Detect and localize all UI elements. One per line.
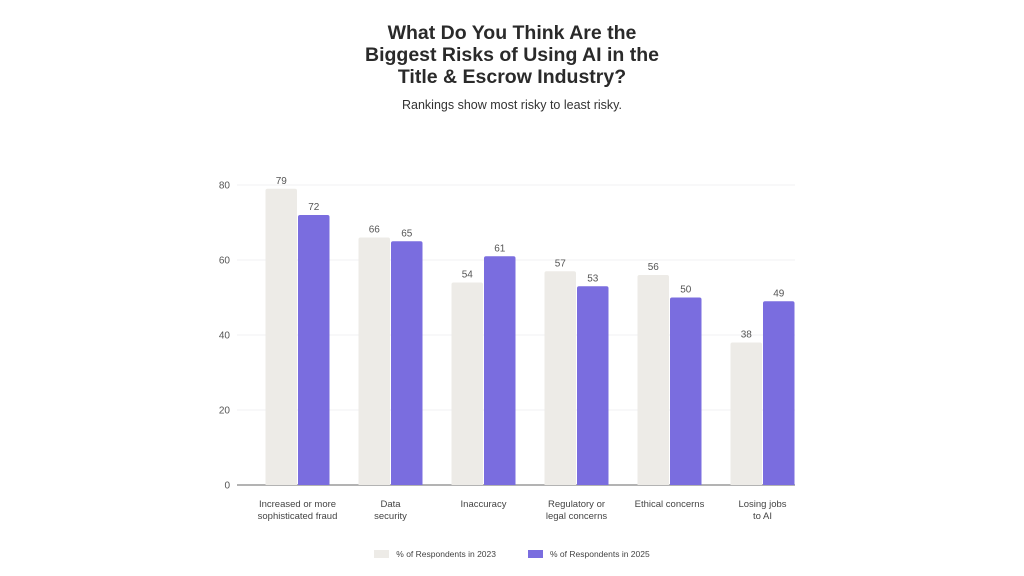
data-label: 49 — [773, 288, 785, 299]
x-tick-label: Increased or more — [259, 499, 336, 510]
data-label: 66 — [369, 225, 381, 236]
x-tick-label: security — [374, 511, 407, 522]
bar-2023 — [265, 188, 297, 485]
x-tick-label: to AI — [753, 511, 772, 522]
legend-label-2025: % of Respondents in 2025 — [550, 549, 650, 559]
value-labels: 79 72 66 65 54 61 57 53 56 50 38 49 — [276, 176, 785, 341]
data-label: 57 — [555, 258, 567, 269]
x-tick-label: Data — [380, 499, 401, 510]
bar-2025 — [298, 215, 330, 485]
bar-2023 — [637, 275, 669, 485]
data-label: 54 — [462, 270, 474, 281]
legend-item-2023[interactable]: % of Respondents in 2023 — [374, 549, 496, 559]
legend-swatch-2025 — [528, 550, 543, 558]
gridlines — [237, 184, 795, 486]
bar-2023 — [358, 237, 390, 485]
y-tick-label: 60 — [219, 256, 231, 267]
bar-2025 — [484, 256, 516, 485]
bar-2023 — [544, 271, 576, 485]
bar-2025 — [670, 297, 702, 485]
data-label: 79 — [276, 176, 288, 187]
y-tick-label: 20 — [219, 406, 231, 417]
data-label: 56 — [648, 262, 660, 273]
bars — [265, 188, 795, 485]
data-label: 38 — [741, 330, 753, 341]
legend-item-2025[interactable]: % of Respondents in 2025 — [528, 549, 650, 559]
bar-2023 — [451, 282, 483, 485]
x-tick-label: Losing jobs — [738, 499, 786, 510]
bar-2023 — [730, 342, 762, 485]
data-label: 50 — [680, 285, 692, 296]
data-label: 65 — [401, 228, 413, 239]
x-tick-label: Ethical concerns — [635, 499, 705, 510]
legend-label-2023: % of Respondents in 2023 — [396, 549, 496, 559]
data-label: 53 — [587, 273, 599, 284]
chart-title: What Do You Think Are the Biggest Risks … — [0, 22, 1024, 88]
x-tick-label: Inaccuracy — [461, 499, 507, 510]
bar-2025 — [391, 241, 423, 485]
legend: % of Respondents in 2023 % of Respondent… — [0, 549, 1024, 559]
y-tick-label: 0 — [224, 481, 230, 492]
data-label: 61 — [494, 243, 506, 254]
chart-title-line-3: Title & Escrow Industry? — [397, 66, 627, 88]
chart-title-line-1: What Do You Think Are the — [387, 22, 637, 44]
bar-2025 — [577, 286, 609, 485]
chart-title-line-2: Biggest Risks of Using AI in the — [365, 44, 659, 66]
chart-subtitle: Rankings show most risky to least risky. — [402, 98, 622, 112]
x-tick-label: Regulatory or — [548, 499, 605, 510]
bar-2025 — [763, 301, 795, 485]
y-tick-label: 80 — [219, 181, 231, 192]
data-label: 72 — [308, 202, 320, 213]
y-tick-label: 40 — [219, 331, 231, 342]
legend-swatch-2023 — [374, 550, 390, 558]
x-tick-label: sophisticated fraud — [258, 511, 338, 522]
x-tick-label: legal concerns — [546, 511, 608, 522]
y-axis-ticks: 0 20 40 60 80 — [219, 181, 231, 492]
